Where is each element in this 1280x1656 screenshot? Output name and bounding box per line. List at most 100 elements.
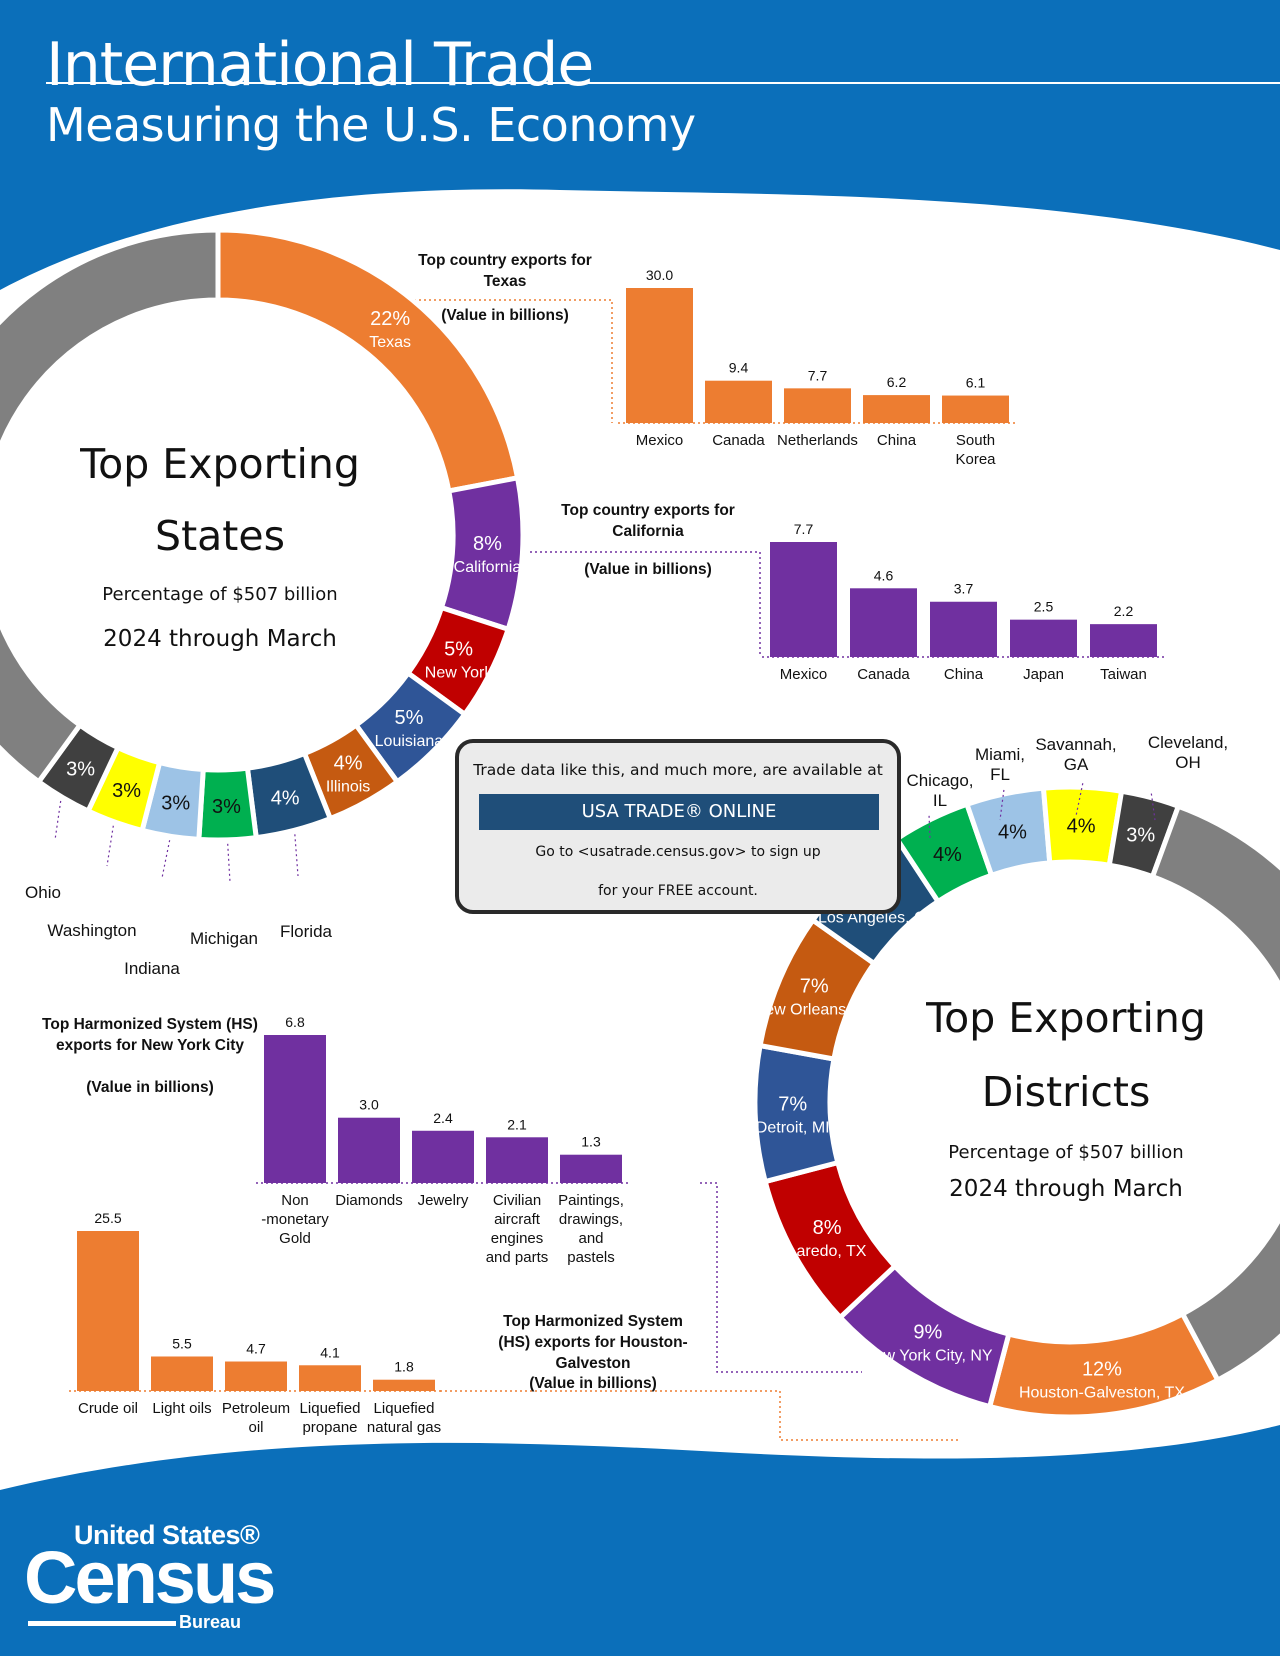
districts-leader-chicago-il [928, 815, 931, 839]
houston-cat-crude-oil-0: Crude oil [78, 1400, 138, 1417]
nyc-cat-jewelry-0: Jewelry [418, 1192, 469, 1209]
states-donut-subtitle: Percentage of $507 billion [102, 584, 338, 605]
texas-chart-title: Top country exports for Texas [418, 252, 592, 290]
states-leader-indiana [161, 840, 171, 879]
districts-outlabel-chicago-il-0: Chicago, [906, 771, 973, 790]
districts-donut-heading-1: Top Exporting [926, 994, 1206, 1042]
nyc-value-jewelry: 2.4 [433, 1110, 453, 1126]
states-slice-other-states [0, 227, 221, 786]
states-label-texas: Texas [369, 334, 411, 351]
houston-bar-crude-oil [77, 1231, 139, 1391]
california-bar-canada [850, 588, 917, 657]
california-value-canada: 4.6 [874, 567, 894, 583]
states-donut: 22% Texas 8% California 5% New York 5% Louisian… [0, 227, 526, 978]
california-bars: 7.7 Mexico 4.6 Canada 3.7 China 2.5 Japan 2.2 Tai… [762, 521, 1165, 683]
states-leader-michigan [227, 843, 231, 883]
california-bar-mexico [770, 542, 837, 657]
texas-value-canada: 9.4 [729, 360, 749, 376]
states-label-illinois: Illinois [326, 779, 370, 796]
houston-cat-liquefied-propane-1: propane [302, 1419, 357, 1436]
nyc-cat-non-monetary-gold-0: Non [281, 1192, 309, 1209]
houston-chart-title: Top Harmonized System (HS) exports for H… [498, 1313, 688, 1372]
promo-signup-text[interactable]: Go to <usatrade.census.gov> to sign up [535, 844, 821, 860]
usa-trade-promo-box: Trade data like this, and much more, are… [455, 739, 901, 914]
california-cat-china-0: China [944, 666, 984, 683]
districts-pct-houston-galveston-tx: 12% [1082, 1359, 1122, 1381]
logo-line-1: United States® [74, 1520, 260, 1550]
nyc-value-paintings-drawings-and-pastels: 1.3 [581, 1134, 601, 1150]
states-outlabel-florida-0: Florida [280, 922, 333, 941]
districts-label-houston-galveston-tx: Houston-Galveston, TX [1019, 1385, 1185, 1402]
nyc-cat-civilian-aircraft-engines-and-parts-2: engines [491, 1230, 544, 1247]
districts-label-detroit-mi: Detroit, MI [756, 1119, 830, 1136]
nyc-value-non-monetary-gold: 6.8 [285, 1014, 305, 1030]
districts-label-new-york-city-ny: New York City, NY [863, 1347, 993, 1364]
districts-outlabel-savannah-ga-0: Savannah, [1035, 735, 1116, 754]
states-leader-washington [106, 825, 114, 867]
districts-outlabel-chicago-il-1: IL [933, 791, 947, 810]
states-pct-indiana: 3% [161, 793, 190, 815]
texas-connector [414, 299, 613, 423]
nyc-cat-paintings-drawings-and-pastels-3: pastels [567, 1249, 615, 1266]
california-value-china: 3.7 [954, 581, 974, 597]
promo-free-account-text: for your FREE account. [598, 883, 758, 899]
districts-donut-date: 2024 through March [949, 1176, 1183, 1202]
houston-bar-liquefied-propane [299, 1365, 361, 1391]
logo-line-3: Bureau [179, 1612, 242, 1632]
usa-trade-online-button[interactable]: USA TRADE® ONLINE [479, 794, 879, 830]
houston-value-liquefied-natural-gas: 1.8 [394, 1359, 414, 1375]
texas-bar-china [863, 395, 930, 423]
states-pct-florida: 4% [271, 788, 300, 810]
nyc-bar-paintings-drawings-and-pastels [560, 1154, 622, 1183]
nyc-cat-paintings-drawings-and-pastels-1: drawings, [559, 1211, 623, 1228]
districts-pct-laredo-tx: 8% [813, 1217, 842, 1239]
california-cat-mexico-0: Mexico [780, 666, 828, 683]
nyc-cat-non-monetary-gold-1: -monetary [261, 1211, 329, 1228]
states-label-new-york: New York [425, 665, 494, 682]
logo-underline [28, 1621, 176, 1626]
districts-pct-miami-fl: 4% [998, 822, 1027, 844]
texas-cat-mexico-0: Mexico [636, 432, 684, 449]
districts-outlabel-miami-fl-1: FL [990, 765, 1010, 784]
nyc-cat-diamonds-0: Diamonds [335, 1192, 403, 1209]
texas-value-china: 6.2 [887, 374, 907, 390]
states-outlabel-indiana-0: Indiana [124, 959, 180, 978]
states-outlabel-ohio-0: Ohio [25, 883, 61, 902]
promo-text: Trade data like this, and much more, are… [473, 761, 883, 779]
states-donut-heading-2: States [155, 512, 285, 560]
states-pct-california: 8% [473, 533, 502, 555]
connector-lines [414, 299, 960, 1441]
houston-bar-liquefied-natural-gas [373, 1379, 435, 1391]
texas-value-mexico: 30.0 [646, 267, 673, 283]
states-leader-ohio [54, 800, 62, 841]
houston-value-petroleum-oil: 4.7 [246, 1341, 266, 1357]
houston-value-crude-oil: 25.5 [94, 1210, 121, 1226]
districts-outlabel-miami-fl-0: Miami, [975, 745, 1025, 764]
states-outlabel-michigan-0: Michigan [190, 929, 258, 948]
nyc-chart-title: Top Harmonized System (HS) exports for N… [42, 1016, 258, 1054]
states-pct-illinois: 4% [334, 753, 363, 775]
states-label-louisiana: Louisiana [375, 733, 444, 750]
texas-bars: 30.0 Mexico 9.4 Canada 7.7 Netherlands 6.2 Chin… [618, 267, 1017, 468]
districts-outlabel-savannah-ga-1: GA [1064, 755, 1089, 774]
california-bar-china [930, 601, 997, 657]
nyc-cat-civilian-aircraft-engines-and-parts-3: and parts [486, 1249, 549, 1266]
districts-leader-savannah-ga [1075, 783, 1084, 817]
nyc-chart-unit: (Value in billions) [86, 1079, 214, 1096]
states-donut-date: 2024 through March [103, 626, 337, 652]
houston-cat-light-oils-0: Light oils [152, 1400, 211, 1417]
districts-outlabel-cleveland-oh-1: OH [1175, 753, 1201, 772]
houston-cat-petroleum-oil-0: Petroleum [222, 1400, 290, 1417]
texas-bar-canada [705, 380, 772, 423]
footer-band [0, 1425, 1280, 1656]
page-title: International Trade [46, 30, 594, 100]
states-pct-louisiana: 5% [394, 707, 423, 729]
texas-bar-mexico [626, 288, 693, 423]
california-value-japan: 2.5 [1034, 599, 1054, 615]
districts-outlabel-cleveland-oh-0: Cleveland, [1148, 733, 1228, 752]
nyc-cat-non-monetary-gold-2: Gold [279, 1230, 311, 1247]
districts-label-new-orleans-la: New Orleans, LA [754, 1001, 875, 1018]
districts-donut-heading-2: Districts [981, 1068, 1151, 1116]
